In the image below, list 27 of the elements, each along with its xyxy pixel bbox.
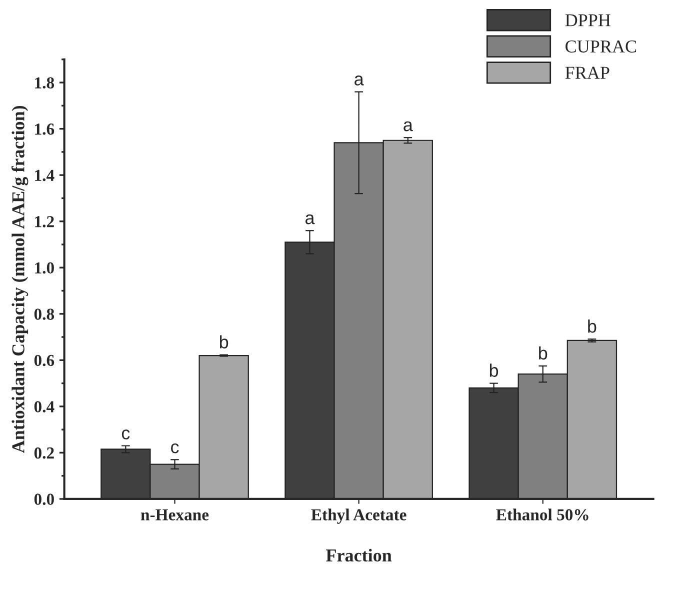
data-label: c [122,430,130,440]
y-tick-label: 0.8 [34,308,54,320]
x-axis-title: Fraction [326,548,392,562]
data-label: b [220,335,228,348]
y-tick-label: 0.2 [34,447,54,459]
data-label: a [354,76,364,86]
legend-label: DPPH [565,14,610,26]
legend-label: FRAP [565,66,610,79]
y-tick-label: 1.0 [35,262,54,274]
y-tick-label: 1.2 [35,216,54,228]
x-tick-label: Ethanol 50% [496,508,588,520]
legend-label: CUPRAC [566,40,636,53]
data-label: a [305,214,315,224]
y-tick-label: 0.0 [34,494,54,505]
y-tick-label: 1.4 [35,170,54,182]
data-label: b [539,346,548,360]
data-label: b [490,364,498,377]
y-axis-title: Antioxidant Capacity (mmol AAE/g fraction) [12,106,28,454]
y-tick-label: 0.4 [34,401,54,412]
x-tick-label: Ethyl Acetate [311,508,406,524]
data-label: a [404,121,413,132]
y-tick-label: 0.6 [34,354,54,366]
y-tick-label: 1.8 [35,77,54,89]
y-tick-label: 1.6 [35,124,54,135]
x-tick-label: n-Hexane [140,509,209,520]
data-label: c [171,443,179,454]
data-label: b [588,319,596,333]
